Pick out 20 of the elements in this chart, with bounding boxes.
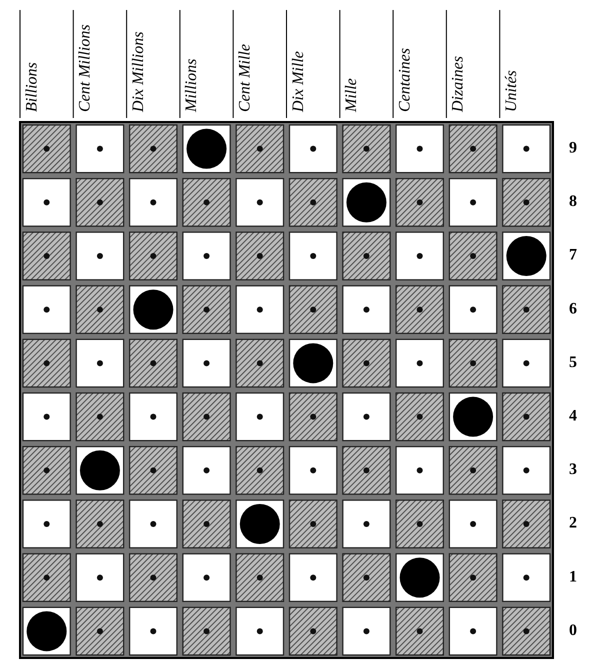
x-tick-label: Unités [503,70,520,112]
x-tick-label: Cent Mille [236,44,254,112]
x-tick-label: Millions [183,58,200,113]
y-tick-label: 3 [569,461,577,478]
y-tick-label: 5 [569,354,577,371]
y-tick-label: 7 [569,246,577,264]
y-tick-label: 8 [569,193,577,210]
x-tick-label: Dix Millions [130,32,147,113]
y-tick-label: 9 [569,139,577,156]
y-tick-label: 0 [569,622,577,639]
y-tick-label: 6 [569,300,577,318]
x-tick-label: Dizaines [450,56,467,113]
y-tick-label: 2 [569,514,577,532]
x-tick-label: Mille [343,78,360,113]
x-tick-label: Centaines [396,48,414,112]
x-tick-label: Dix Mille [290,51,307,113]
x-tick-label: Billions [23,62,40,112]
y-tick-label: 4 [569,407,577,424]
x-tick-label: Cent Millions [76,24,94,112]
y-tick-label: 1 [569,568,577,586]
